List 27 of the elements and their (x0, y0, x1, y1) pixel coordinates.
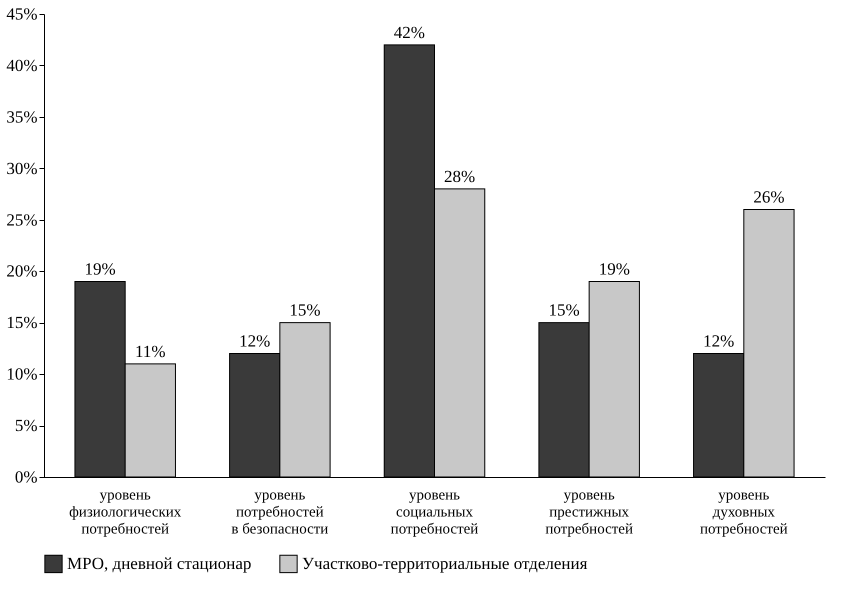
y-tick-label: 30% (6, 158, 38, 178)
data-label: 19% (84, 260, 116, 279)
data-label: 19% (598, 260, 630, 279)
y-tick-label: 45% (6, 4, 38, 24)
y-tick-label: 0% (14, 468, 38, 486)
data-label: 11% (135, 342, 166, 361)
data-label: 42% (394, 22, 425, 42)
y-tick-label: 5% (14, 416, 38, 436)
x-tick-label: уровень духовных потребностей (700, 488, 788, 538)
x-tick-label: уровень физиологических потребностей (69, 488, 182, 538)
data-label: 15% (289, 300, 321, 320)
legend-label: Участково-территориальные отделения (302, 554, 588, 573)
x-tick-label: уровень потребностей в безопасности (231, 488, 328, 538)
data-label: 15% (548, 300, 580, 320)
y-tick-label: 25% (6, 210, 38, 230)
y-tick-label: 20% (6, 262, 38, 281)
data-label: 12% (239, 332, 270, 351)
data-label: 28% (444, 166, 476, 186)
legend-label: МРО, дневной стационар (67, 554, 252, 573)
y-tick-label: 10% (6, 364, 38, 384)
data-label: 12% (703, 332, 734, 351)
y-tick-label: 35% (6, 107, 38, 126)
y-tick-label: 15% (6, 313, 38, 332)
x-tick-label: уровень социальных потребностей (390, 488, 478, 538)
data-label: 26% (753, 187, 785, 206)
x-tick-label: уровень престижных потребностей (545, 488, 633, 538)
y-tick-label: 40% (6, 56, 38, 75)
